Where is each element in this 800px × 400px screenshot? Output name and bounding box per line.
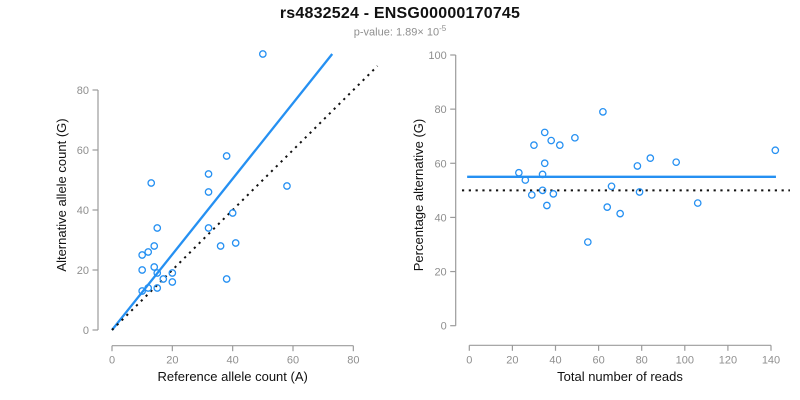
y-tick-label: 80 (434, 104, 446, 116)
x-tick-label: 60 (592, 354, 604, 366)
data-point (222, 275, 231, 283)
data-point (599, 107, 607, 116)
data-point (168, 278, 177, 286)
data-point (515, 168, 523, 177)
data-point (616, 209, 625, 218)
data-point (521, 176, 530, 184)
y-tick-label: 40 (77, 205, 89, 217)
x-tick-label: 140 (762, 354, 780, 366)
data-point (204, 224, 213, 232)
y-tick-label: 20 (77, 265, 89, 277)
data-point (693, 199, 702, 207)
x-tick-label: 80 (347, 355, 359, 367)
data-point (283, 182, 291, 190)
x-tick-label: 120 (719, 354, 737, 366)
data-point (159, 275, 168, 283)
x-tick-label: 100 (676, 354, 694, 366)
data-point (543, 201, 551, 210)
data-point (646, 154, 655, 162)
identity-line (111, 65, 379, 331)
x-tick-label: 40 (227, 355, 239, 367)
data-point (138, 266, 147, 274)
data-point (153, 269, 162, 277)
data-point (153, 224, 162, 232)
x-tick-label: 20 (506, 354, 518, 366)
x-tick-label: 20 (166, 355, 178, 367)
data-point (547, 136, 556, 145)
data-point (538, 186, 547, 195)
y-tick-label: 20 (434, 267, 446, 279)
data-point (153, 284, 162, 292)
fit-line (111, 53, 334, 331)
data-point (168, 269, 177, 277)
y-tick-label: 80 (77, 85, 89, 97)
data-point (144, 248, 153, 256)
pvalue-exponent: -5 (439, 24, 447, 33)
data-point (540, 159, 549, 168)
data-point (204, 188, 213, 196)
pvalue-mantissa: 1.89 (395, 26, 418, 39)
data-point (771, 146, 780, 155)
data-point (538, 170, 547, 179)
data-point (672, 158, 681, 167)
y-tick-label: 100 (428, 50, 446, 62)
right-scatter-plot: 0 20 40 60 80 100 0 20 40 60 80 100 120 140 (428, 50, 790, 366)
data-point (540, 128, 549, 137)
y-tick-label: 0 (83, 325, 89, 337)
right-x-axis-title: Total number of reads (557, 369, 683, 384)
data-point (228, 209, 237, 217)
data-point (555, 141, 564, 149)
pvalue-label: p-value: (353, 26, 393, 39)
left-y-axis-title: Alternative allele count (G) (54, 118, 69, 271)
data-point (150, 242, 159, 250)
data-point (138, 287, 147, 295)
data-point (583, 238, 592, 246)
pvalue-times-sign: × (417, 26, 424, 39)
data-point (231, 239, 240, 247)
figure-title: rs4832524 - ENSG00000170745 (279, 5, 521, 22)
x-tick-label: 80 (636, 354, 648, 366)
data-point (204, 170, 213, 178)
data-point (527, 191, 536, 199)
data-point (222, 152, 231, 160)
y-tick-label: 40 (434, 212, 446, 224)
data-point (603, 203, 612, 211)
data-point (549, 190, 558, 198)
pvalue-base: 10 (426, 26, 440, 39)
data-point (607, 182, 616, 191)
y-tick-label: 60 (77, 145, 89, 157)
data-point (258, 50, 267, 58)
left-scatter-plot: 0 20 40 60 80 0 20 40 60 80 (77, 50, 379, 367)
left-x-axis-title: Reference allele count (A) (158, 369, 308, 384)
figure-subtitle: p-value: 1.89× 10-5 (0, 24, 800, 39)
x-tick-label: 40 (549, 354, 561, 366)
x-tick-label: 60 (287, 355, 299, 367)
data-point (633, 162, 642, 170)
data-point (635, 188, 644, 196)
x-tick-label: 0 (109, 355, 115, 367)
right-y-axis-title: Percentage alternative (G) (411, 119, 426, 271)
y-tick-label: 0 (441, 321, 447, 333)
x-tick-label: 0 (466, 354, 472, 366)
y-tick-label: 60 (434, 158, 446, 170)
data-point (144, 284, 153, 292)
data-point (530, 141, 538, 149)
data-point (216, 242, 225, 250)
data-point (150, 263, 159, 271)
data-point (138, 251, 147, 259)
data-point (147, 179, 156, 187)
data-point (571, 133, 579, 142)
